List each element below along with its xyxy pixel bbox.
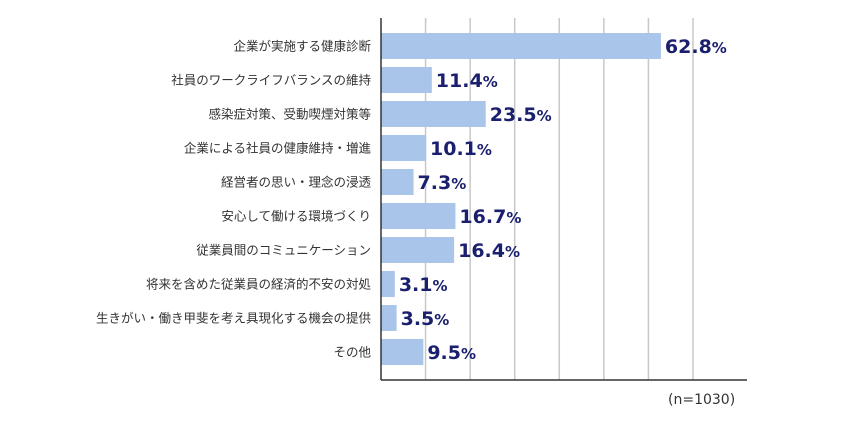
category-label: その他 xyxy=(333,345,371,360)
bar xyxy=(381,67,432,93)
value-label: 9.5% xyxy=(427,342,476,364)
bar xyxy=(381,237,455,263)
category-label: 経営者の思い・理念の浸透 xyxy=(221,175,372,190)
bar xyxy=(381,33,661,59)
category-label: 従業員間のコミュニケーション xyxy=(196,243,371,258)
category-label: 企業による社員の健康維持・増進 xyxy=(184,141,372,156)
category-label: 感染症対策、受動喫煙対策等 xyxy=(208,107,371,122)
value-label: 10.1% xyxy=(430,138,492,160)
value-label: 16.7% xyxy=(459,206,521,228)
grid-lines xyxy=(424,18,694,380)
value-labels: 62.8% 11.4% 23.5% 10.1% 7.3% 16.7% 16.4% 3.1% 3.… xyxy=(399,36,727,364)
bar xyxy=(381,135,427,161)
bar xyxy=(381,305,397,331)
value-label: 62.8% xyxy=(665,36,727,58)
category-label: 社員のワークライフバランスの維持 xyxy=(171,73,371,88)
value-label: 11.4% xyxy=(436,70,498,92)
category-label: 生きがい・働き甲斐を考え具現化する機会の提供 xyxy=(96,311,371,326)
category-labels: 企業が実施する健康診断社員のワークライフバランスの維持感染症対策、受動喫煙対策等… xyxy=(96,39,372,360)
sample-size-note: (n=1030) xyxy=(668,392,736,408)
category-label: 安心して働ける環境づくり xyxy=(221,209,371,224)
value-label: 3.1% xyxy=(399,274,448,296)
category-label: 企業が実施する健康診断 xyxy=(233,39,371,54)
value-label: 3.5% xyxy=(401,308,450,330)
value-label: 7.3% xyxy=(418,172,467,194)
bar xyxy=(381,339,424,365)
bar xyxy=(381,271,395,297)
bars xyxy=(381,33,661,365)
value-label: 23.5% xyxy=(490,104,552,126)
bar xyxy=(381,101,486,127)
bar xyxy=(381,203,456,229)
category-label: 将来を含めた従業員の経済的不安の対処 xyxy=(146,277,372,292)
value-label: 16.4% xyxy=(458,240,520,262)
bar xyxy=(381,169,414,195)
